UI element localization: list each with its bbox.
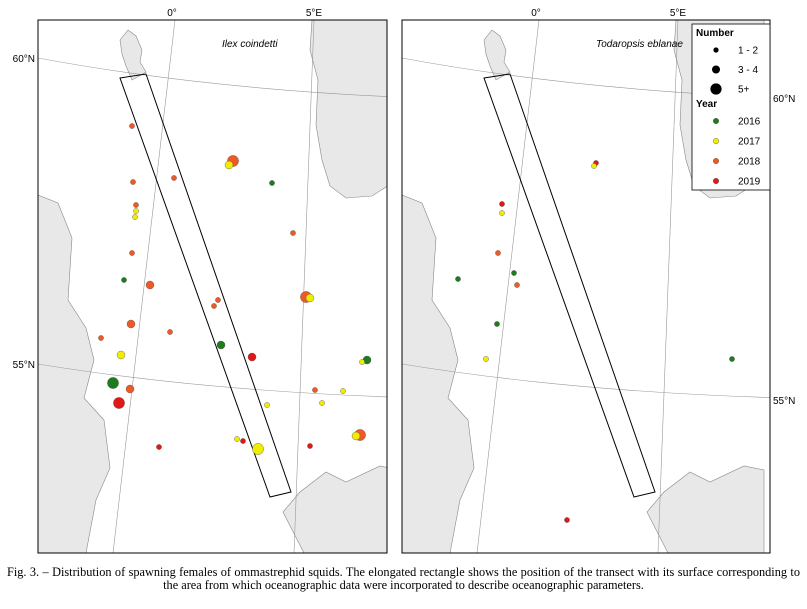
record — [499, 201, 505, 207]
land — [646, 465, 765, 553]
record — [240, 438, 246, 444]
species-name: Ilex coindetti — [222, 39, 278, 50]
legend: Number 1 - 2 3 - 4 5+ Year 2016 2017 2018 2019 — [691, 23, 771, 191]
record — [125, 384, 135, 394]
record — [514, 282, 520, 288]
legend-label: 2017 — [738, 137, 761, 148]
land — [38, 194, 111, 553]
record — [116, 350, 126, 360]
record — [129, 123, 135, 129]
parallel — [38, 57, 387, 97]
parallel — [38, 363, 387, 398]
record — [494, 321, 500, 327]
record — [499, 210, 505, 216]
meridian-label: 5°E — [306, 8, 323, 19]
land — [483, 29, 511, 81]
caption: Fig. 3. – Distribution of spawning femal… — [7, 565, 800, 592]
record — [129, 250, 135, 256]
record — [495, 250, 501, 256]
record — [216, 340, 226, 350]
legend-year — [713, 157, 720, 164]
record — [130, 179, 136, 185]
record — [133, 202, 139, 208]
record — [156, 444, 162, 450]
record — [145, 280, 155, 290]
record — [211, 303, 217, 309]
legend-label: 2018 — [738, 157, 761, 168]
record — [269, 180, 275, 186]
record — [729, 356, 735, 362]
legend-title: Number — [696, 28, 734, 39]
legend-box — [691, 23, 771, 191]
record — [171, 175, 177, 181]
record — [591, 163, 597, 169]
meridian-label: 0° — [531, 8, 541, 19]
species-name: Todaropsis eblanae — [596, 39, 683, 50]
record — [133, 208, 139, 214]
legend-year — [713, 177, 720, 184]
legend-year — [713, 117, 720, 124]
legend-year — [713, 137, 720, 144]
record — [359, 359, 365, 365]
legend-label: 3 - 4 — [738, 65, 758, 76]
meridian-label: 0° — [167, 8, 177, 19]
record — [312, 387, 318, 393]
record — [340, 388, 346, 394]
legend-label: 2019 — [738, 177, 761, 188]
record — [511, 270, 517, 276]
record — [107, 377, 119, 389]
record — [307, 443, 313, 449]
panel-frame — [401, 19, 771, 554]
parallel-label: 60°N — [773, 94, 795, 105]
panel-frame — [37, 19, 388, 554]
parallel-label: 55°N — [13, 360, 35, 371]
legend-size — [713, 47, 719, 53]
record — [167, 329, 173, 335]
parallel-label: 60°N — [13, 54, 35, 65]
record — [132, 214, 138, 220]
record — [113, 397, 125, 409]
record — [290, 230, 296, 236]
legend-size — [712, 65, 720, 74]
record — [98, 335, 104, 341]
legend-title: Year — [696, 99, 717, 110]
meridian — [476, 20, 540, 553]
legend-label: 1 - 2 — [738, 46, 758, 57]
land — [282, 465, 387, 553]
record — [234, 436, 240, 442]
maps: Ilex coindetti 0° 5°E 60°N 55°N Todaropsis eb… — [13, 8, 795, 554]
record — [252, 443, 264, 455]
record — [305, 293, 315, 303]
record — [564, 517, 570, 523]
land — [119, 29, 147, 81]
land — [309, 20, 387, 199]
meridian-label: 5°E — [670, 8, 687, 19]
record — [215, 297, 221, 303]
legend-label: 5+ — [738, 85, 750, 96]
record — [121, 277, 127, 283]
legend-label: 2016 — [738, 117, 761, 128]
land — [402, 194, 475, 553]
record — [319, 400, 325, 406]
meridian — [657, 20, 679, 553]
meridian — [112, 20, 176, 553]
transect — [483, 73, 656, 498]
parallel — [402, 363, 770, 398]
legend-size — [710, 83, 722, 95]
meridian — [293, 20, 315, 553]
record — [126, 319, 136, 329]
record — [483, 356, 489, 362]
transect — [119, 73, 292, 498]
map-panel — [38, 20, 387, 553]
parallel-label: 55°N — [773, 396, 795, 407]
record — [224, 160, 234, 170]
record — [351, 431, 361, 441]
record — [264, 402, 270, 408]
record — [247, 352, 257, 362]
record — [455, 276, 461, 282]
